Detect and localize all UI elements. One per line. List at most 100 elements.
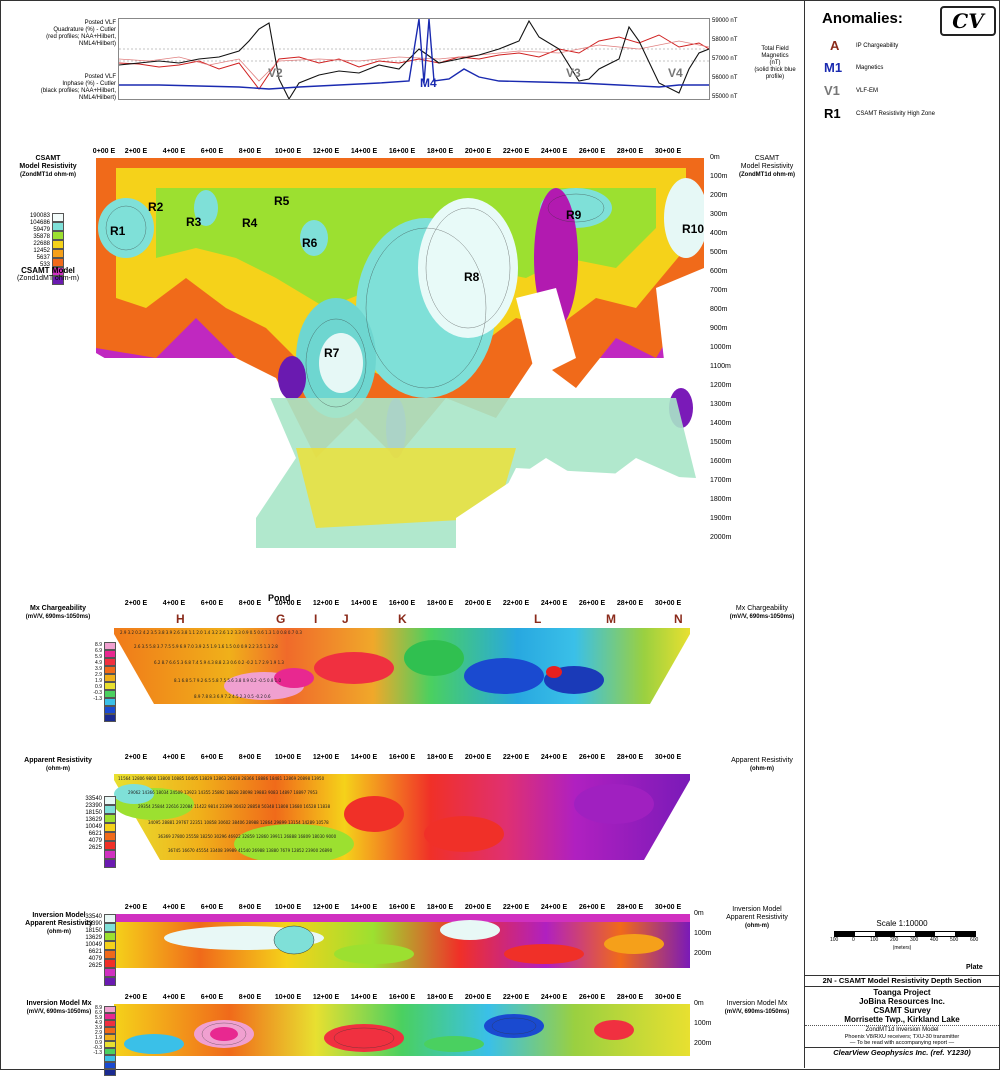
- ir-station-600: 6+00 E: [200, 904, 224, 911]
- anomaly-i: I: [314, 612, 318, 626]
- mx-data-points: 2.9 3.2 0.2 4.2 3.5 3.8 3.9 2.6 3.8 1.1 …: [120, 630, 302, 699]
- ir-depth-100: 100m: [694, 930, 712, 937]
- legend-symbol-m1: M1: [824, 60, 843, 75]
- mx-station-800: 8+00 E: [238, 600, 262, 607]
- inv-mx-station-axis: 2+00 E 4+00 E 6+00 E 8+00 E 10+00 E 12+0…: [96, 994, 696, 1004]
- mx-station-2000: 20+00 E: [464, 600, 492, 607]
- anomaly-n: N: [674, 612, 683, 626]
- im-station-1000: 10+00 E: [274, 994, 302, 1001]
- im-legend-2: 5.9: [95, 1015, 102, 1021]
- profile-chart: [118, 18, 710, 101]
- mx-swatch-1: [104, 642, 116, 650]
- depth-900: 900m: [710, 325, 728, 332]
- im-station-600: 6+00 E: [200, 994, 224, 1001]
- csamt-resistivity-section: R1 R2 R3 R4 R5 R6 R7 R8 R9 R10: [96, 158, 704, 548]
- cv-logo-text: CV: [952, 9, 984, 33]
- csamt-legend-3: 35878: [33, 234, 50, 240]
- im-swatch-9: [104, 1062, 116, 1069]
- zone-r1: R1: [110, 224, 126, 238]
- csamt-swatch-1: [52, 213, 64, 222]
- ir-station-1400: 14+00 E: [350, 904, 378, 911]
- depth-1900: 1900m: [710, 515, 732, 522]
- mx-swatch-5: [104, 674, 116, 682]
- mx-section-svg: 2.9 3.2 0.2 4.2 3.5 3.8 3.9 2.6 3.8 1.1 …: [114, 628, 690, 704]
- mx-legend-6: 1.9: [95, 678, 102, 684]
- inv-res-right-title-text: Inversion Model: [732, 906, 782, 913]
- mx-station-400: 4+00 E: [162, 600, 186, 607]
- vlf-label-3: (red profiles; NAA+Hilbert, NML4/Hilbert…: [46, 34, 116, 47]
- ar-station-3000: 30+00 E: [654, 754, 682, 761]
- inv-mx-svg: [114, 1004, 690, 1056]
- csamt-legend-5: 12452: [33, 248, 50, 254]
- mx-legend-0: 8.9: [95, 642, 102, 648]
- mx-station-1400: 14+00 E: [350, 600, 378, 607]
- station-200: 2+00 E: [124, 148, 148, 155]
- mx-station-2800: 28+00 E: [616, 600, 644, 607]
- ar-legend-6: 4079: [88, 838, 102, 844]
- station-1400: 14+00 E: [350, 148, 378, 155]
- mark-v2: V2: [268, 66, 283, 80]
- ir-legend-3: 13629: [85, 935, 102, 941]
- svg-text:2.9 3.2 0.2 4.2 3.5 3.8: 2.9 3.2 0.2 4.2 3.5 3.8 3.9 2.6 3.8 1.1 …: [120, 630, 302, 635]
- svg-text:11564 12806 9800 13800 108: 11564 12806 9800 13800 10885 10405 13829…: [118, 776, 325, 781]
- app-res-left-title: Apparent Resistivity (ohm-m): [18, 757, 98, 773]
- ir-legend-0: 33540: [85, 914, 102, 920]
- mx-swatch-9: [104, 706, 116, 714]
- csamt-legend-7: 533: [39, 262, 50, 268]
- ir-swatch-7: [104, 968, 116, 977]
- ar-station-600: 6+00 E: [200, 754, 224, 761]
- zone-r8: R8: [464, 270, 480, 284]
- zone-r10: R10: [682, 222, 704, 236]
- csamt-title-2: Model Resistivity: [19, 163, 77, 170]
- depth-100: 100m: [710, 173, 728, 180]
- mx-station-3000: 30+00 E: [654, 600, 682, 607]
- ir-station-1000: 10+00 E: [274, 904, 302, 911]
- ar-swatch-8: [104, 859, 116, 868]
- inv-mx-right-title: Inversion Model Mx (mV/V, 690ms-1050ms): [712, 1000, 802, 1016]
- tfm-label-2: Magnetics: [761, 53, 789, 59]
- mx-swatch-4: [104, 666, 116, 674]
- inv-res-right-units: (ohm-m): [745, 923, 769, 929]
- station-2600: 26+00 E: [578, 148, 606, 155]
- plate-label: Plate: [966, 964, 983, 971]
- ir-legend-4: 10049: [85, 942, 102, 948]
- depth-1700: 1700m: [710, 477, 732, 484]
- im-depth-200: 200m: [694, 1040, 712, 1047]
- ar-station-1200: 12+00 E: [312, 754, 340, 761]
- csamt-depth-axis: 0m 100m 200m 300m 400m 500m 600m 700m 80…: [710, 154, 740, 550]
- depth-600: 600m: [710, 268, 728, 275]
- ir-station-1200: 12+00 E: [312, 904, 340, 911]
- legend-label-r1: CSAMT Resistivity High Zone: [856, 111, 935, 117]
- ir-station-3000: 30+00 E: [654, 904, 682, 911]
- csamt-swatch-7: [52, 267, 64, 276]
- app-res-right-units: (ohm-m): [750, 766, 774, 772]
- im-station-400: 4+00 E: [162, 994, 186, 1001]
- inv-mx-right-title-text: Inversion Model Mx: [726, 1000, 788, 1007]
- app-res-svg: 11564 12806 9800 13800 10885 10405 13829…: [114, 774, 690, 860]
- station-400: 4+00 E: [162, 148, 186, 155]
- mx-station-2600: 26+00 E: [578, 600, 606, 607]
- im-swatch-4: [104, 1027, 116, 1034]
- mark-m4: M4: [420, 76, 437, 90]
- legend-item-m1: M1 Magnetics: [824, 60, 994, 76]
- csamt-legend-2: 59479: [33, 227, 50, 233]
- im-swatch-1: [104, 1006, 116, 1013]
- csamt-swatch-2: [52, 222, 64, 231]
- ar-station-1400: 14+00 E: [350, 754, 378, 761]
- pond-label: Pond: [268, 593, 291, 603]
- ir-legend-1: 23390: [85, 921, 102, 927]
- inv-res-title-2: Apparent Resistivity: [25, 920, 93, 927]
- sidebar-divider: [804, 0, 805, 1068]
- tfm-label-4: (solid thick blue profile): [754, 67, 796, 80]
- mx-station-1200: 12+00 E: [312, 600, 340, 607]
- im-legend-6: 1.9: [95, 1035, 102, 1041]
- station-1600: 16+00 E: [388, 148, 416, 155]
- im-legend-8: -0.3: [93, 1045, 102, 1051]
- im-depth-0: 0m: [694, 1000, 704, 1007]
- app-res-units: (ohm-m): [46, 766, 70, 772]
- station-1200: 12+00 E: [312, 148, 340, 155]
- im-station-2800: 28+00 E: [616, 994, 644, 1001]
- ar-legend-3: 13629: [85, 817, 102, 823]
- csamt-color-legend: 190083 104686 59479 35878 22688 12452 56…: [30, 213, 64, 285]
- station-1000: 10+00 E: [274, 148, 302, 155]
